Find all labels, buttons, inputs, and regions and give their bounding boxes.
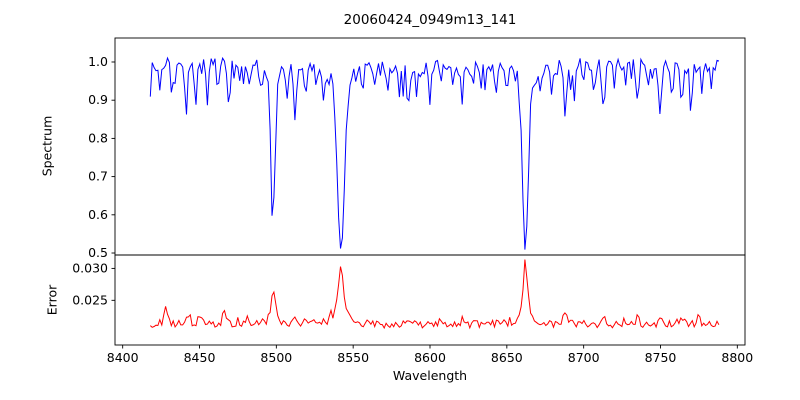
x-tick-label: 8400 [107,350,139,365]
x-axis-label: Wavelength [392,368,468,383]
error-panel-frame [114,254,746,346]
x-tick-label: 8600 [414,350,446,365]
x-tick-label: 8550 [337,350,369,365]
spectrum-y-tick-label: 0.6 [88,207,108,222]
x-tick-label: 8750 [645,350,677,365]
chart-title: 20060424_0949m13_141 [343,12,517,28]
x-tick-label: 8800 [721,350,753,365]
error-series-line [149,259,720,330]
spectrum-y-tick-label: 1.0 [88,54,108,69]
spectrum-y-tick-label: 0.9 [88,92,108,107]
spectrum-y-tick-label: 0.8 [88,130,108,145]
spectrum-series-line [149,56,720,250]
x-tick-label: 8650 [491,350,523,365]
spectrum-y-tick-label: 0.5 [88,245,108,260]
x-tick-label: 8700 [568,350,600,365]
x-tick-label: 8500 [260,350,292,365]
error-y-tick-label: 0.030 [72,260,108,275]
spectrum-y-tick-label: 0.7 [88,169,108,184]
x-tick-label: 8450 [184,350,216,365]
error-y-tick-label: 0.025 [72,292,108,307]
